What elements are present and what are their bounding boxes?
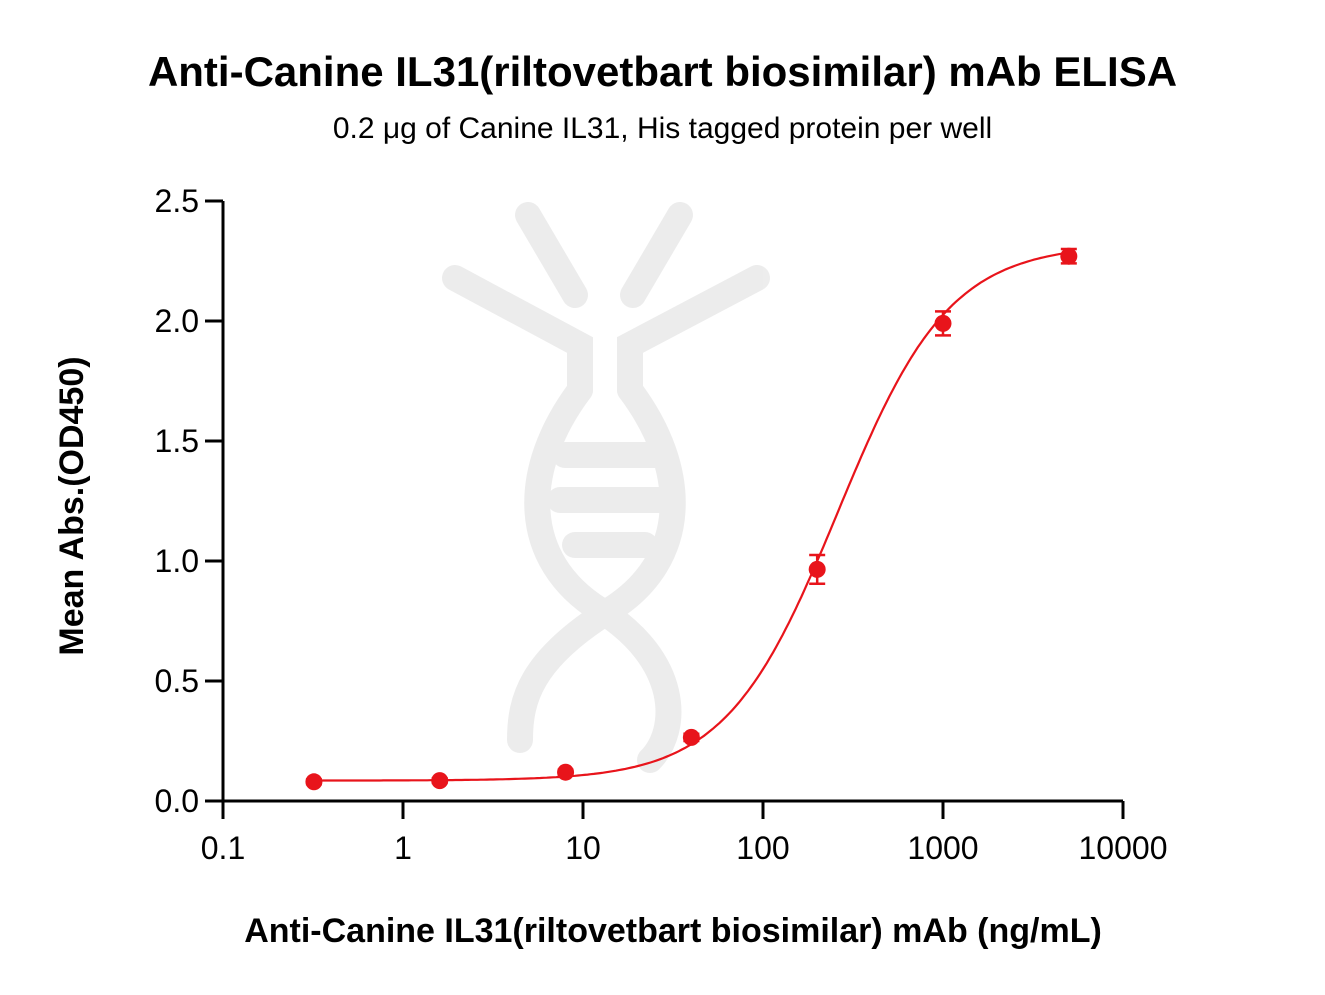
x-tick-label: 1 — [394, 830, 412, 866]
y-tick-label: 0.5 — [155, 663, 199, 699]
x-tick-label: 100 — [736, 830, 789, 866]
x-tick-label: 10000 — [1079, 830, 1168, 866]
data-point — [305, 773, 323, 791]
plot-area — [305, 247, 1078, 791]
y-axis-title: Mean Abs.(OD450) — [53, 356, 91, 655]
chart-subtitle: 0.2 μg of Canine IL31, His tagged protei… — [332, 112, 993, 145]
x-axis-title: Anti-Canine IL31(riltovetbart biosimilar… — [244, 912, 1102, 950]
axes: 0.0 0.5 1.0 1.5 2.0 2.5 0.1 1 10 100 1000 10000 — [155, 183, 1168, 866]
chart-title: Anti-Canine IL31(riltovetbart biosimilar… — [147, 48, 1178, 95]
data-point — [431, 772, 449, 790]
x-tick-label: 1000 — [907, 830, 978, 866]
x-tick-label: 10 — [565, 830, 601, 866]
y-tick-label: 1.5 — [155, 423, 199, 459]
data-point — [682, 728, 700, 746]
data-point — [1060, 247, 1078, 265]
data-point — [808, 560, 826, 578]
y-tick-label: 2.0 — [155, 303, 199, 339]
watermark-logo — [442, 202, 770, 773]
data-point — [557, 763, 575, 781]
y-tick-label: 1.0 — [155, 543, 199, 579]
x-tick-label: 0.1 — [201, 830, 245, 866]
y-tick-label: 2.5 — [155, 183, 199, 219]
data-point — [934, 314, 952, 332]
fit-curve — [313, 251, 1069, 782]
y-tick-label: 0.0 — [155, 783, 199, 819]
